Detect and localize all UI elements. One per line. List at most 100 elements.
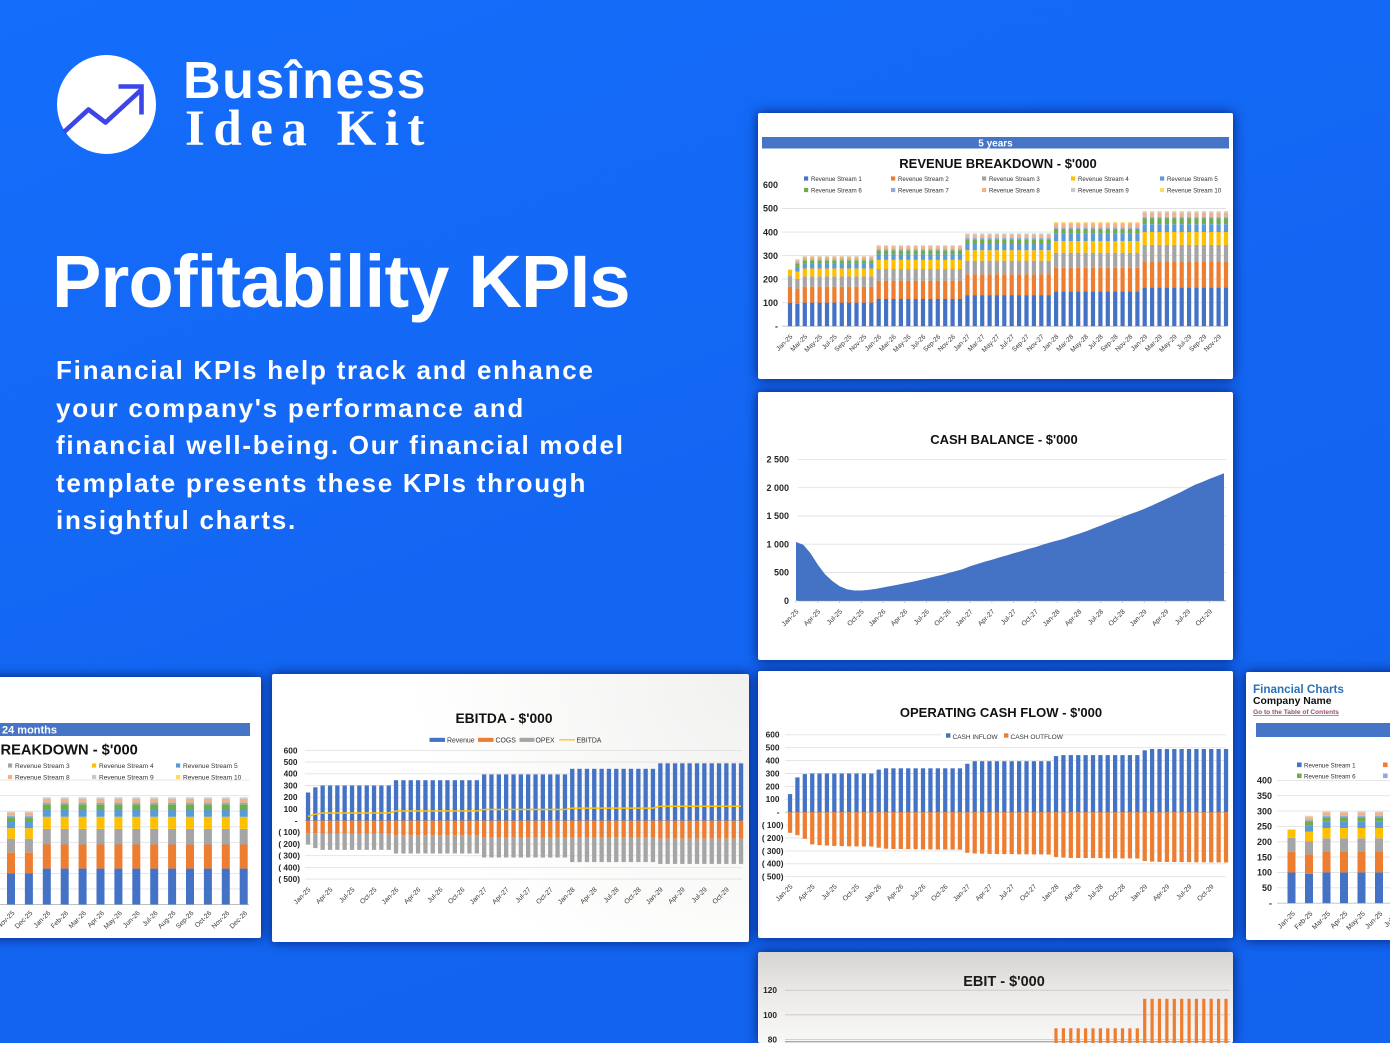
svg-text:Dec-26: Dec-26: [229, 910, 250, 931]
svg-text:CASH BALANCE - $'000: CASH BALANCE - $'000: [930, 432, 1078, 447]
svg-text:Mar-25: Mar-25: [1311, 910, 1332, 931]
svg-text:1 500: 1 500: [766, 511, 789, 521]
svg-text:Jul-25: Jul-25: [1383, 910, 1390, 929]
svg-text:Revenue Stream 6: Revenue Stream 6: [1304, 774, 1356, 781]
svg-text:0: 0: [784, 596, 789, 606]
svg-text:24 months: 24 months: [2, 725, 57, 737]
svg-text:Revenue Stream 10: Revenue Stream 10: [183, 774, 242, 781]
svg-text:Revenue Stream 3: Revenue Stream 3: [15, 763, 70, 770]
svg-text:Revenue Stream 1: Revenue Stream 1: [811, 176, 862, 183]
svg-text:400: 400: [284, 769, 298, 779]
svg-text:Jan-25: Jan-25: [781, 608, 801, 628]
svg-text:Revenue Stream 4: Revenue Stream 4: [1078, 176, 1129, 183]
svg-text:( 300): ( 300): [278, 851, 300, 861]
svg-text:Jul-26: Jul-26: [426, 886, 444, 904]
svg-text:200: 200: [1257, 837, 1272, 847]
svg-text:100: 100: [763, 1010, 777, 1020]
svg-text:Jan-28: Jan-28: [557, 886, 577, 906]
svg-text:Apr-29: Apr-29: [1152, 883, 1172, 903]
svg-text:( 500): ( 500): [762, 872, 784, 882]
svg-text:COGS: COGS: [496, 738, 517, 745]
svg-text:Apr-26: Apr-26: [890, 608, 910, 628]
svg-text:Jan-28: Jan-28: [1041, 883, 1061, 903]
svg-text:Jan-26: Jan-26: [33, 910, 53, 930]
svg-text:150: 150: [1257, 852, 1272, 862]
svg-text:Jun-25: Jun-25: [1364, 910, 1384, 930]
svg-text:Aug-26: Aug-26: [157, 910, 178, 931]
svg-text:Jul-28: Jul-28: [1087, 883, 1105, 901]
svg-text:Dec-25: Dec-25: [14, 910, 35, 931]
svg-text:Jan-29: Jan-29: [645, 886, 665, 906]
svg-text:Jul-25: Jul-25: [826, 608, 844, 626]
svg-text:Revenue Stream 8: Revenue Stream 8: [989, 187, 1040, 194]
svg-text:Revenue Stream 1: Revenue Stream 1: [1304, 763, 1356, 770]
svg-text:-: -: [777, 807, 780, 817]
svg-text:Jan-29: Jan-29: [1129, 608, 1149, 628]
svg-text:100: 100: [763, 298, 778, 308]
svg-text:350: 350: [1257, 791, 1272, 801]
svg-text:Revenue Stream 3: Revenue Stream 3: [989, 176, 1040, 183]
svg-text:600: 600: [766, 730, 780, 740]
svg-text:Jul-26: Jul-26: [913, 608, 931, 626]
svg-text:500: 500: [774, 568, 789, 578]
svg-text:CASH INFLOW: CASH INFLOW: [953, 734, 999, 741]
svg-text:May-26: May-26: [103, 910, 124, 931]
svg-text:May-25: May-25: [1345, 910, 1367, 932]
svg-text:Revenue Stream 4: Revenue Stream 4: [99, 763, 154, 770]
svg-text:Jan-27: Jan-27: [469, 886, 489, 906]
svg-text:2 500: 2 500: [766, 455, 789, 465]
svg-text:Jul-29: Jul-29: [1174, 608, 1192, 626]
svg-text:Oct-25: Oct-25: [842, 883, 862, 903]
svg-text:Feb-26: Feb-26: [50, 910, 70, 930]
svg-text:( 300): ( 300): [762, 846, 784, 856]
svg-text:REVENUE BREAKDOWN - $'000: REVENUE BREAKDOWN - $'000: [899, 156, 1096, 171]
svg-text:50: 50: [1262, 883, 1272, 893]
svg-text:Jul-28: Jul-28: [603, 886, 621, 904]
svg-text:Jul-29: Jul-29: [691, 886, 709, 904]
svg-text:400: 400: [1257, 776, 1272, 786]
svg-text:Jul-27: Jul-27: [515, 886, 533, 904]
svg-text:Revenue Stream 7: Revenue Stream 7: [898, 187, 949, 194]
svg-text:Jul-27: Jul-27: [1000, 608, 1018, 626]
svg-text:Apr-29: Apr-29: [667, 886, 687, 906]
svg-text:CASH OUTFLOW: CASH OUTFLOW: [1011, 734, 1064, 741]
svg-text:Jan-28: Jan-28: [1042, 608, 1062, 628]
svg-text:( 400): ( 400): [762, 859, 784, 869]
svg-text:Jul-26: Jul-26: [909, 883, 927, 901]
svg-text:Revenue Stream 10: Revenue Stream 10: [1167, 187, 1222, 194]
svg-text:Oct-27: Oct-27: [1019, 883, 1039, 903]
svg-text:Revenue: Revenue: [447, 738, 475, 745]
svg-text:Go to the Table of Contents: Go to the Table of Contents: [1253, 709, 1339, 716]
svg-text:Feb-25: Feb-25: [1294, 910, 1315, 931]
svg-text:( 400): ( 400): [278, 862, 300, 872]
svg-text:Jul-27: Jul-27: [998, 883, 1016, 901]
svg-text:300: 300: [763, 251, 778, 261]
svg-text:Revenue Stream 6: Revenue Stream 6: [811, 187, 862, 194]
svg-text:250: 250: [1257, 822, 1272, 832]
svg-text:Oct-27: Oct-27: [1020, 608, 1040, 628]
svg-text:Sep-26: Sep-26: [175, 910, 196, 931]
svg-text:Jan-29: Jan-29: [1129, 883, 1149, 903]
svg-text:Oct-27: Oct-27: [535, 886, 555, 906]
svg-text:( 100): ( 100): [278, 827, 300, 837]
svg-text:Jan-26: Jan-26: [863, 883, 883, 903]
svg-text:Oct-28: Oct-28: [1108, 883, 1128, 903]
svg-text:REAKDOWN - $'000: REAKDOWN - $'000: [1, 743, 138, 759]
svg-text:Apr-25: Apr-25: [315, 886, 335, 906]
svg-text:500: 500: [284, 757, 298, 767]
svg-text:100: 100: [1257, 868, 1272, 878]
svg-text:100: 100: [766, 794, 780, 804]
svg-text:Mar-26: Mar-26: [68, 910, 88, 930]
svg-text:Company Name: Company Name: [1253, 696, 1332, 707]
svg-text:Apr-26: Apr-26: [403, 886, 423, 906]
svg-text:Apr-28: Apr-28: [1064, 608, 1084, 628]
svg-text:-: -: [775, 321, 778, 331]
svg-text:Apr-26: Apr-26: [886, 883, 906, 903]
svg-text:Oct-26: Oct-26: [930, 883, 950, 903]
svg-text:Nov-26: Nov-26: [211, 910, 232, 931]
svg-text:Apr-27: Apr-27: [491, 886, 511, 906]
svg-text:120: 120: [763, 985, 777, 995]
svg-text:Apr-27: Apr-27: [975, 883, 995, 903]
svg-text:300: 300: [766, 768, 780, 778]
svg-text:Oct-26: Oct-26: [447, 886, 467, 906]
